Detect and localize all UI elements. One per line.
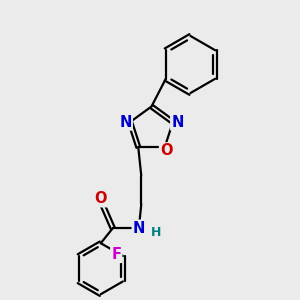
Text: N: N [119, 115, 132, 130]
Text: O: O [94, 191, 107, 206]
Text: N: N [171, 115, 184, 130]
Text: H: H [151, 226, 161, 239]
Text: N: N [133, 221, 145, 236]
Text: O: O [160, 143, 172, 158]
Text: F: F [111, 247, 121, 262]
